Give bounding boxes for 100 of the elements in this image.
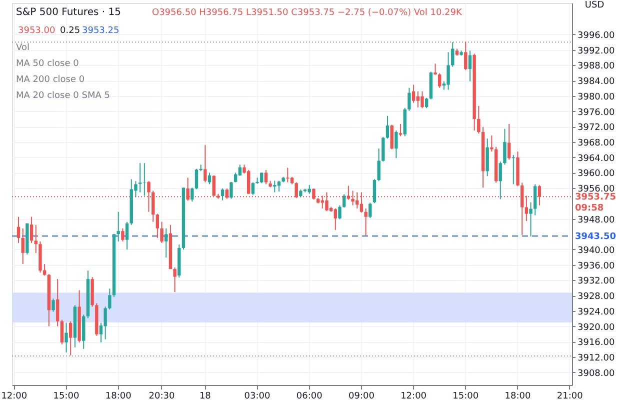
y-tick-label: 3916.00 bbox=[578, 338, 615, 348]
annotation: MA 50 close 0 bbox=[16, 59, 80, 69]
candlestick bbox=[164, 228, 168, 258]
candlestick bbox=[34, 224, 38, 254]
y-tick-label: 3968.00 bbox=[578, 138, 615, 148]
y-tick-label: 3992.00 bbox=[578, 46, 615, 56]
y-axis-title: USD bbox=[584, 0, 604, 10]
x-tick-label: 20:30 bbox=[148, 392, 176, 402]
y-tick-label: 3960.00 bbox=[578, 169, 615, 180]
candlestick bbox=[408, 87, 411, 112]
y-tick-label: 3972.00 bbox=[578, 123, 615, 134]
candlestick bbox=[534, 184, 537, 216]
candlestick bbox=[468, 50, 472, 82]
candlestick bbox=[64, 322, 68, 353]
y-tick-label: 3964.00 bbox=[578, 154, 615, 164]
chart-title: S&P 500 Futures · 15 bbox=[16, 7, 121, 18]
y-tick-label: 3908.00 bbox=[578, 368, 615, 379]
x-tick-label: 18:00 bbox=[105, 392, 132, 402]
candlestick bbox=[52, 298, 55, 312]
candlestick bbox=[104, 306, 107, 340]
candlestick bbox=[390, 124, 394, 150]
candlestick bbox=[377, 148, 380, 182]
candlestick bbox=[108, 288, 112, 310]
annotation: 3953.25 bbox=[82, 26, 120, 36]
candlestick bbox=[382, 136, 385, 162]
y-tick-label: 3984.00 bbox=[578, 77, 615, 88]
y-tick-label: 3932.00 bbox=[578, 276, 615, 287]
candlestick bbox=[342, 194, 346, 208]
candlestick bbox=[60, 319, 64, 345]
candlestick bbox=[398, 123, 402, 137]
annotation: 0.25 bbox=[60, 26, 80, 36]
y-tick-label: 3912.00 bbox=[578, 353, 615, 364]
candlestick bbox=[190, 187, 194, 202]
x-tick-label: 06:00 bbox=[296, 392, 323, 402]
candlestick bbox=[529, 202, 532, 237]
y-tick-label: 3924.00 bbox=[578, 307, 615, 318]
ref-line-label: 3953.75 09:58 bbox=[575, 192, 616, 214]
candlestick bbox=[503, 128, 506, 166]
candlestick bbox=[420, 90, 424, 109]
candlestick bbox=[424, 97, 428, 109]
annotation: MA 20 close 0 SMA 5 bbox=[16, 91, 110, 101]
candlestick bbox=[386, 115, 390, 140]
candlestick bbox=[490, 134, 494, 152]
annotation: MA 200 close 0 bbox=[16, 75, 85, 85]
candlestick bbox=[220, 188, 224, 201]
y-tick-label: 3980.00 bbox=[578, 92, 615, 102]
candlestick bbox=[446, 52, 450, 90]
x-tick-label: 03:00 bbox=[244, 392, 271, 402]
candlestick bbox=[334, 208, 338, 230]
y-tick-label: 3988.00 bbox=[578, 62, 615, 72]
candlestick bbox=[21, 228, 24, 265]
candlestick bbox=[394, 130, 398, 159]
candlestick bbox=[16, 216, 20, 244]
candlestick bbox=[125, 221, 129, 250]
candlestick bbox=[138, 162, 142, 193]
y-tick-label: 3920.00 bbox=[578, 322, 615, 333]
candlestick bbox=[208, 172, 212, 185]
y-tick-label: 3976.00 bbox=[578, 108, 615, 118]
candlestick bbox=[412, 84, 416, 104]
annotation: 3953.00 bbox=[18, 26, 56, 36]
y-tick-label: 3948.00 bbox=[578, 215, 615, 226]
candlestick bbox=[507, 123, 511, 160]
candlestick bbox=[273, 180, 276, 193]
candlestick bbox=[121, 228, 124, 242]
x-tick-label: 15:00 bbox=[53, 392, 80, 402]
candlestick bbox=[434, 63, 437, 76]
candlestick bbox=[438, 72, 442, 88]
y-tick-label: 3996.00 bbox=[578, 30, 615, 41]
candlestick bbox=[156, 213, 160, 238]
x-tick-label: 15:00 bbox=[452, 392, 479, 402]
ref-line-label: 3943.50 bbox=[575, 232, 616, 242]
candlestick bbox=[194, 168, 198, 190]
candlestick bbox=[486, 138, 489, 177]
candlestick bbox=[251, 182, 255, 196]
y-tick-label: 3936.00 bbox=[578, 261, 615, 272]
candlestick bbox=[116, 211, 120, 242]
candlestick bbox=[372, 178, 376, 204]
candlestick bbox=[204, 144, 207, 183]
candlestick bbox=[230, 181, 233, 200]
y-tick-label: 3928.00 bbox=[578, 292, 615, 302]
candlestick bbox=[338, 204, 342, 220]
x-tick-label: 21:00 bbox=[556, 392, 584, 402]
candlestick bbox=[160, 221, 164, 244]
candlestick bbox=[264, 170, 268, 185]
x-tick-label: 09:00 bbox=[348, 392, 375, 402]
annotation: Vol bbox=[16, 43, 30, 53]
x-tick-label: 12:00 bbox=[1, 392, 28, 402]
candlestick bbox=[286, 167, 290, 183]
x-tick-label: 18 bbox=[199, 392, 212, 402]
candlestick bbox=[173, 267, 176, 293]
candlestick bbox=[451, 42, 454, 68]
text: O3956.50 H3956.75 L3951.50 C3953.75 −2.75 (−0.07%) Vol 10.29K bbox=[152, 8, 464, 18]
y-tick-label: 3940.00 bbox=[578, 246, 615, 256]
candlestick bbox=[69, 320, 72, 356]
candlestick bbox=[246, 170, 250, 194]
candlestick bbox=[498, 161, 502, 200]
candlestick bbox=[368, 202, 372, 218]
candlestick bbox=[477, 105, 480, 134]
x-tick-label: 18:00 bbox=[504, 392, 531, 402]
candlestick bbox=[364, 208, 368, 237]
